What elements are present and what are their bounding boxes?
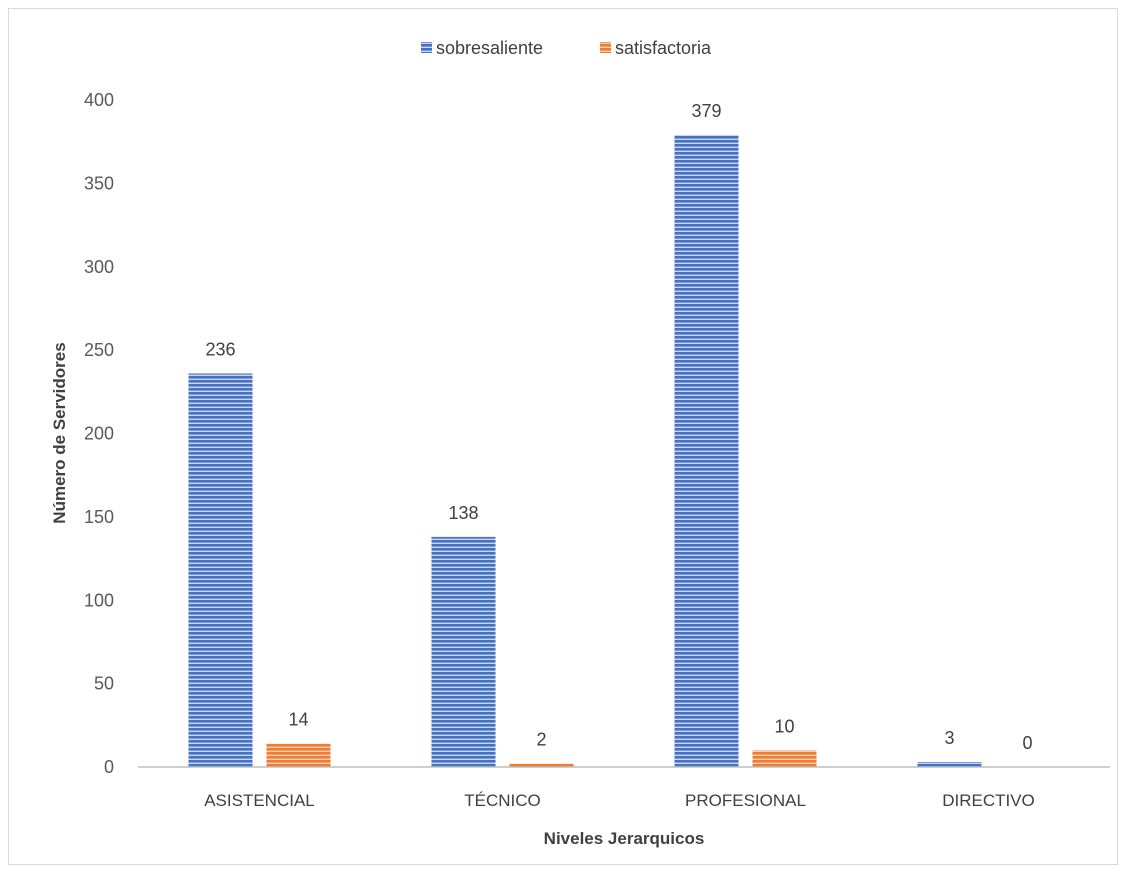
y-tick-label: 50 — [94, 674, 114, 694]
y-tick-label: 400 — [84, 90, 114, 110]
data-label-sobresaliente: 236 — [205, 339, 235, 359]
data-label-sobresaliente: 3 — [944, 728, 954, 748]
legend: sobresaliente satisfactoria — [421, 38, 712, 58]
data-label-satisfactoria: 0 — [1022, 733, 1032, 753]
y-tick-label: 0 — [104, 757, 114, 777]
x-tick-label: TÉCNICO — [464, 791, 541, 810]
bar-satisfactoria — [266, 743, 331, 767]
data-label-satisfactoria: 2 — [536, 730, 546, 750]
bar-sobresaliente — [917, 761, 982, 767]
x-tick-label: ASISTENCIAL — [204, 791, 315, 810]
bar-sobresaliente — [431, 536, 496, 767]
y-tick-label: 200 — [84, 424, 114, 444]
data-label-satisfactoria: 14 — [288, 710, 308, 730]
bar-satisfactoria — [509, 763, 574, 767]
x-axis: ASISTENCIAL TÉCNICO PROFESIONAL DIRECTIVO — [204, 791, 1035, 810]
bar-satisfactoria — [752, 750, 817, 767]
y-tick-label: 150 — [84, 507, 114, 527]
legend-swatch-sobresaliente — [421, 42, 432, 53]
y-tick-label: 250 — [84, 340, 114, 360]
bar-sobresaliente — [188, 373, 253, 767]
data-label-satisfactoria: 10 — [774, 716, 794, 736]
legend-label-satisfactoria: satisfactoria — [615, 38, 712, 58]
x-tick-label: PROFESIONAL — [685, 791, 806, 810]
bar-sobresaliente — [674, 135, 739, 767]
y-tick-label: 300 — [84, 257, 114, 277]
y-axis-title: Número de Servidores — [50, 342, 69, 523]
y-tick-label: 100 — [84, 590, 114, 610]
x-axis-title: Niveles Jerarquicos — [544, 829, 705, 848]
data-label-sobresaliente: 379 — [691, 101, 721, 121]
y-axis: 0 50 100 150 200 250 300 350 400 — [84, 90, 114, 777]
bars — [188, 135, 982, 767]
y-tick-label: 350 — [84, 173, 114, 193]
x-tick-label: DIRECTIVO — [942, 791, 1035, 810]
data-label-sobresaliente: 138 — [448, 503, 478, 523]
legend-swatch-satisfactoria — [600, 42, 611, 53]
data-labels: 236 14 138 2 379 10 3 0 — [205, 101, 1032, 753]
legend-label-sobresaliente: sobresaliente — [436, 38, 543, 58]
